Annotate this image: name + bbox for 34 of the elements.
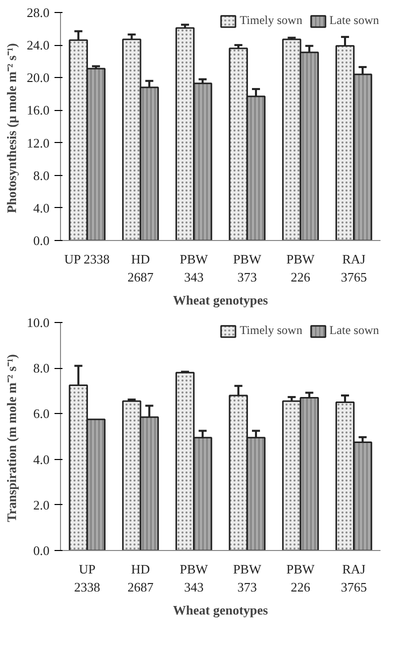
y-tick-label: 24.0 <box>26 38 50 53</box>
y-axis-title: Transpiration (m mole m⁻² s⁻¹) <box>4 354 19 522</box>
x-tick-label: PBW 226 <box>286 252 316 284</box>
x-tick-label: PBW 373 <box>233 562 262 594</box>
y-tick-label: 0.0 <box>33 543 50 558</box>
legend-label: Timely sown <box>240 13 302 28</box>
y-tick-label: 10.0 <box>26 315 50 330</box>
legend-label: Timely sown <box>240 323 302 338</box>
x-tick-label: RAJ 3765 <box>340 252 367 284</box>
y-axis-title: Photosynthesis (µ mole m⁻² s⁻¹) <box>4 43 19 214</box>
x-tick-label: UP 2338 <box>64 252 110 266</box>
x-tick-label: HD 2687 <box>128 252 154 284</box>
y-tick-label: 20.0 <box>26 70 50 86</box>
legend-label: Late sown <box>329 13 379 28</box>
y-tick-label: 8.0 <box>33 168 50 183</box>
x-tick-label: PBW 343 <box>180 562 209 594</box>
y-tick-label: 0.0 <box>33 233 50 248</box>
x-tick-label: PBW 226 <box>286 562 316 594</box>
x-tick-label: PBW 373 <box>233 252 262 284</box>
y-tick-label: 4.0 <box>33 452 50 467</box>
x-axis-title: Wheat genotypes <box>173 602 268 618</box>
legend-label: Late sown <box>329 323 379 338</box>
y-tick-label: 12.0 <box>26 135 50 150</box>
x-tick-label: RAJ 3765 <box>340 562 367 594</box>
x-tick-label: UP 2338 <box>74 562 100 594</box>
y-tick-label: 8.0 <box>33 360 50 376</box>
y-tick-label: 2.0 <box>33 497 50 512</box>
y-tick-label: 16.0 <box>26 102 50 118</box>
x-axis-title: Wheat genotypes <box>173 292 268 308</box>
y-tick-label: 28.0 <box>26 5 50 20</box>
x-tick-label: PBW 343 <box>180 252 209 284</box>
x-tick-label: HD 2687 <box>128 562 154 594</box>
y-tick-label: 4.0 <box>33 200 50 216</box>
y-tick-label: 6.0 <box>33 406 50 422</box>
